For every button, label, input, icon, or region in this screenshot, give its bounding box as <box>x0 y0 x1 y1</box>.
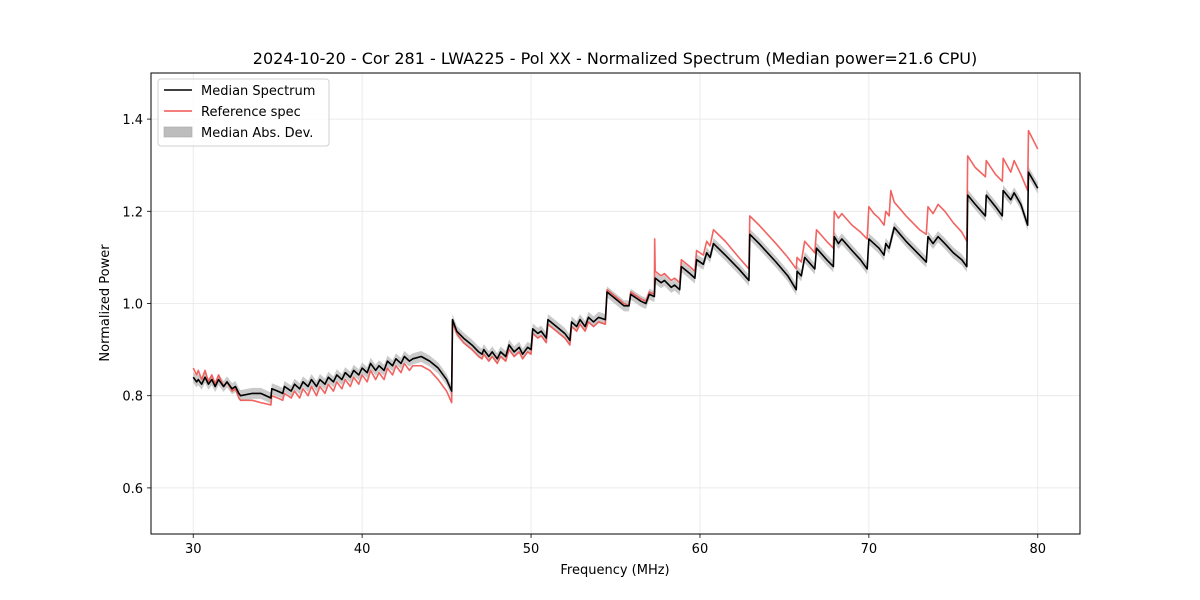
y-axis-label: Normalized Power <box>98 244 113 362</box>
median-spectrum-line <box>192 171 1039 399</box>
legend-label-median: Median Spectrum <box>201 84 315 99</box>
mad-band-layer <box>193 166 1038 404</box>
x-tick-label: 40 <box>354 542 371 557</box>
median-abs-dev-band <box>193 166 1038 404</box>
reference-spec-line <box>192 129 1039 406</box>
legend: Median Spectrum Reference spec Median Ab… <box>157 78 330 147</box>
x-tick-label: 50 <box>523 542 540 557</box>
legend-label-reference: Reference spec <box>201 105 301 120</box>
y-tick-label: 1.4 <box>122 113 143 128</box>
y-tick-label: 0.8 <box>122 390 143 405</box>
x-axis-ticks: 30 40 50 60 70 80 <box>185 534 1046 557</box>
y-tick-label: 1.0 <box>122 298 143 313</box>
y-axis-ticks: 0.6 0.8 1.0 1.2 1.4 <box>122 113 151 497</box>
chart-title: 2024-10-20 - Cor 281 - LWA225 - Pol XX -… <box>253 49 977 68</box>
x-axis-label: Frequency (MHz) <box>560 563 669 578</box>
x-tick-label: 30 <box>185 542 202 557</box>
legend-label-mad: Median Abs. Dev. <box>201 126 313 141</box>
legend-swatch-mad <box>163 126 193 138</box>
y-tick-label: 0.6 <box>122 482 143 497</box>
x-tick-label: 70 <box>861 542 878 557</box>
series-lines-layer <box>192 129 1039 406</box>
legend-box <box>157 78 330 147</box>
y-tick-label: 1.2 <box>122 205 143 220</box>
x-tick-label: 80 <box>1029 542 1046 557</box>
x-tick-label: 60 <box>692 542 709 557</box>
